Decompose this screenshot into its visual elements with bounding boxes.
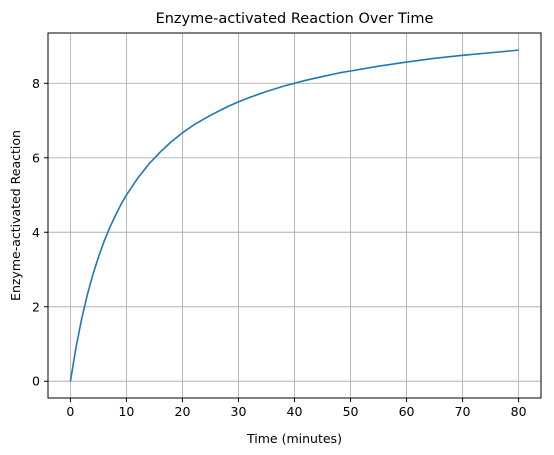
- y-tick-label: 8: [32, 76, 40, 91]
- chart-title: Enzyme-activated Reaction Over Time: [156, 11, 434, 27]
- x-axis-label: Time (minutes): [246, 431, 342, 446]
- grid-lines: [48, 33, 541, 398]
- y-tick-label: 6: [32, 150, 40, 165]
- x-tick-label: 0: [66, 404, 74, 419]
- x-tick-label: 40: [287, 404, 303, 419]
- y-tick-label: 0: [32, 374, 40, 389]
- series-layer: [69, 49, 519, 382]
- y-tick-label: 2: [32, 299, 40, 314]
- x-tick-label: 10: [118, 404, 134, 419]
- x-tick-label: 20: [175, 404, 191, 419]
- ticks: 0 10 20 30 40 50 60 70 80 0 2 4 6 8: [32, 76, 527, 419]
- x-tick-label: 70: [455, 404, 471, 419]
- y-tick-label: 4: [32, 225, 40, 240]
- x-tick-label: 60: [399, 404, 415, 419]
- x-tick-label: 50: [343, 404, 359, 419]
- series-line: [69, 49, 519, 382]
- x-tick-label: 30: [231, 404, 247, 419]
- x-tick-label: 80: [511, 404, 527, 419]
- y-axis-label: Enzyme-activated Reaction: [8, 130, 23, 301]
